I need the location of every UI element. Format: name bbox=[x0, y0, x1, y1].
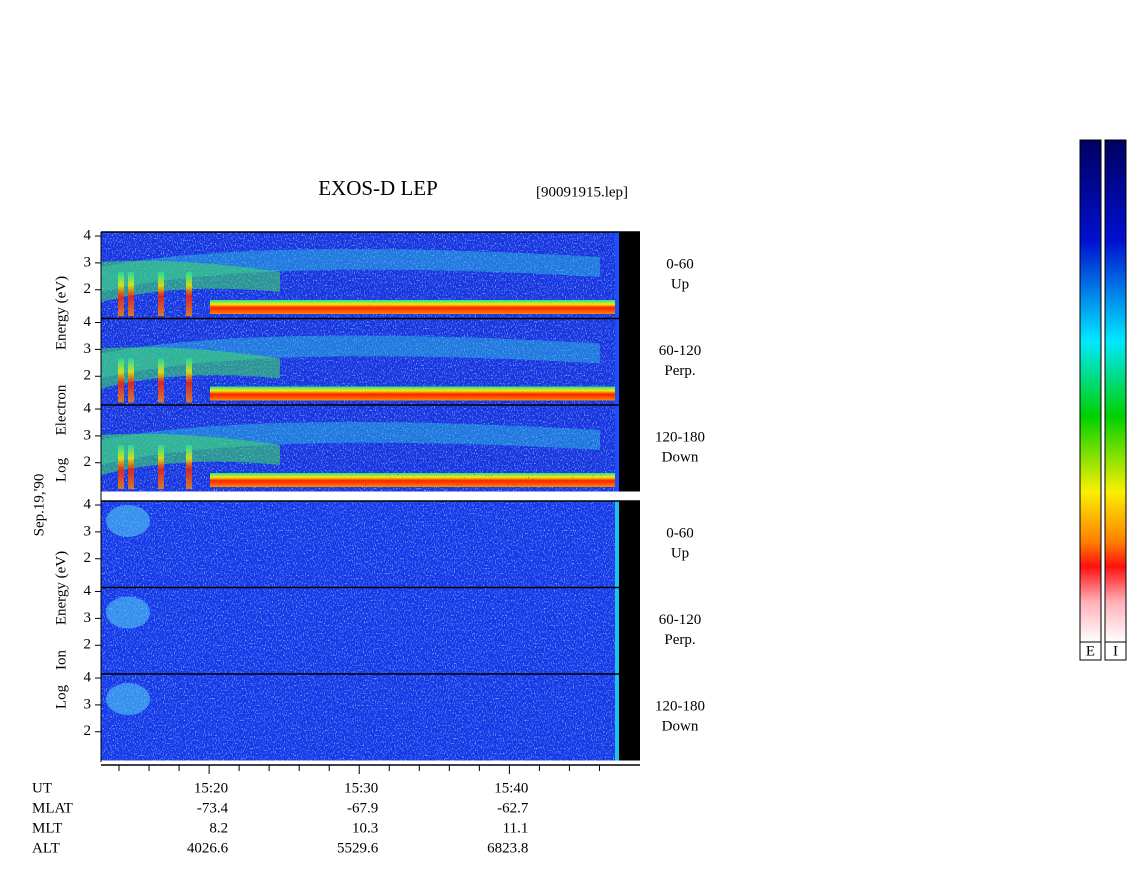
y-tick-label: 3 bbox=[84, 696, 92, 712]
y-tick-label: 2 bbox=[84, 723, 92, 739]
colorbar-label: I bbox=[1113, 643, 1118, 659]
y-axis-label: Energy (eV) bbox=[53, 551, 69, 625]
y-tick-label: 3 bbox=[84, 523, 92, 539]
spectrogram-noise bbox=[340, 232, 618, 319]
ephemeris-value: -73.4 bbox=[197, 800, 229, 816]
data-gap bbox=[618, 587, 640, 674]
file-name: [90091915.lep] bbox=[536, 184, 628, 200]
panel-range: 0-60 bbox=[666, 525, 694, 541]
panel-edge bbox=[615, 232, 619, 319]
ephemeris-value: 8.2 bbox=[209, 820, 228, 836]
panel-direction: Up bbox=[671, 545, 689, 561]
spectrogram-band bbox=[186, 445, 192, 489]
spectrogram-noise bbox=[340, 405, 618, 492]
panel-edge bbox=[615, 501, 619, 588]
y-tick-label: 2 bbox=[84, 637, 92, 653]
spectrogram-band bbox=[128, 272, 134, 316]
panel-range: 60-120 bbox=[659, 343, 702, 359]
spectrogram-noise bbox=[340, 318, 618, 405]
panel-edge bbox=[615, 674, 619, 761]
y-tick-label: 2 bbox=[84, 281, 92, 297]
ephemeris-label: MLAT bbox=[32, 800, 73, 816]
spectrogram-band bbox=[158, 358, 164, 403]
panel-range: 120-180 bbox=[655, 698, 705, 714]
data-gap bbox=[618, 674, 640, 761]
y-tick-label: 2 bbox=[84, 454, 92, 470]
panel-direction: Down bbox=[662, 718, 699, 734]
spectrogram-feature bbox=[106, 596, 150, 629]
spectrogram-band bbox=[118, 358, 124, 403]
x-tick-label: 15:40 bbox=[494, 780, 528, 796]
panel-range: 0-60 bbox=[666, 256, 694, 272]
colorbar-box bbox=[1079, 641, 1102, 661]
ephemeris-value: -67.9 bbox=[347, 800, 378, 816]
y-tick-label: 4 bbox=[84, 669, 92, 685]
colorbar-e bbox=[1079, 139, 1102, 643]
spectrogram-band bbox=[186, 272, 192, 316]
y-axis-label: Electron bbox=[53, 384, 69, 435]
colorbar-box bbox=[1104, 641, 1127, 661]
data-gap bbox=[618, 318, 640, 405]
spectrogram-band bbox=[158, 272, 164, 316]
ephemeris-value: 5529.6 bbox=[337, 840, 379, 856]
y-axis-label: Ion bbox=[53, 650, 69, 670]
panel-direction: Perp. bbox=[664, 363, 695, 379]
y-tick-label: 3 bbox=[84, 254, 92, 270]
ephemeris-label: MLT bbox=[32, 820, 62, 836]
x-tick-label: 15:20 bbox=[194, 780, 228, 796]
panel-direction: Perp. bbox=[664, 632, 695, 648]
y-axis-label: Log bbox=[53, 684, 69, 709]
panel-edge bbox=[615, 318, 619, 405]
spectrogram-feature bbox=[106, 505, 150, 537]
data-gap bbox=[618, 232, 640, 319]
colorbar-label: E bbox=[1086, 643, 1095, 659]
y-axis-label: Log bbox=[53, 457, 69, 482]
y-tick-label: 4 bbox=[84, 400, 92, 416]
panel-direction: Down bbox=[662, 449, 699, 465]
ephemeris-value: 6823.8 bbox=[487, 840, 528, 856]
spectrogram-noise bbox=[300, 501, 618, 588]
spectrogram-band bbox=[158, 445, 164, 489]
ephemeris-label: UT bbox=[32, 780, 52, 796]
title: EXOS-D LEP bbox=[318, 176, 438, 200]
panel-range: 120-180 bbox=[655, 429, 705, 445]
spectrogram-band bbox=[118, 445, 124, 489]
date: Sep.19,'90 bbox=[31, 474, 47, 537]
y-tick-label: 3 bbox=[84, 427, 92, 443]
y-tick-label: 4 bbox=[84, 496, 92, 512]
spectrogram-band bbox=[118, 272, 124, 316]
y-tick-label: 4 bbox=[84, 227, 92, 243]
x-tick-label: 15:30 bbox=[344, 780, 378, 796]
y-tick-label: 4 bbox=[84, 314, 92, 330]
ephemeris-label: ALT bbox=[32, 840, 60, 856]
ephemeris-value: 10.3 bbox=[352, 820, 378, 836]
colorbars: E I bbox=[1079, 139, 1127, 661]
spectrogram-band bbox=[128, 445, 134, 489]
colorbar-i bbox=[1104, 139, 1127, 643]
panel-direction: Up bbox=[671, 276, 689, 292]
y-tick-label: 4 bbox=[84, 583, 92, 599]
spectrogram-noise bbox=[300, 674, 618, 761]
data-gap bbox=[618, 405, 640, 492]
y-tick-label: 3 bbox=[84, 610, 92, 626]
spectrogram-band bbox=[128, 358, 134, 403]
spectrogram-band bbox=[186, 358, 192, 403]
y-tick-label: 3 bbox=[84, 341, 92, 357]
spectrogram-noise bbox=[300, 587, 618, 674]
panel-edge bbox=[615, 405, 619, 492]
ephemeris-value: 11.1 bbox=[503, 820, 529, 836]
panel-range: 60-120 bbox=[659, 612, 702, 628]
data-gap bbox=[618, 501, 640, 588]
ephemeris-value: 4026.6 bbox=[187, 840, 229, 856]
panel-edge bbox=[615, 587, 619, 674]
spectrogram-feature bbox=[106, 683, 150, 715]
y-tick-label: 2 bbox=[84, 550, 92, 566]
ephemeris-value: -62.7 bbox=[497, 800, 529, 816]
y-tick-label: 2 bbox=[84, 368, 92, 384]
y-axis-label: Energy (eV) bbox=[53, 276, 69, 350]
